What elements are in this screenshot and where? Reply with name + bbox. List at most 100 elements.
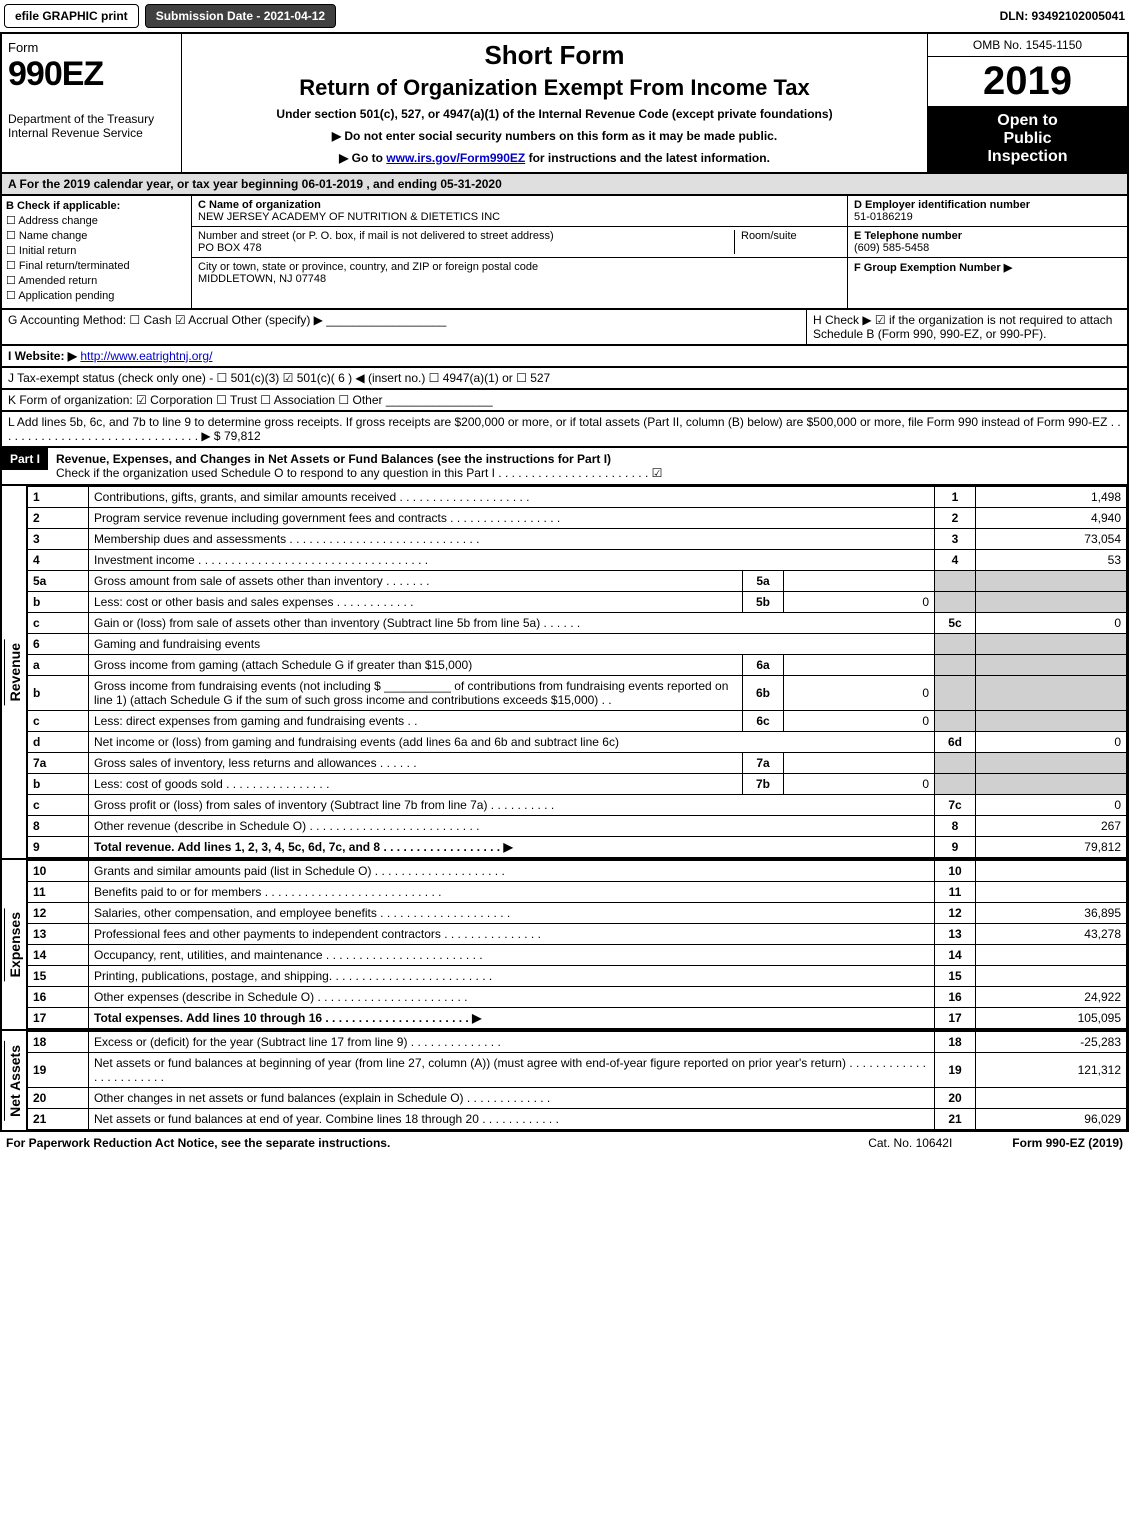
l6b-amt xyxy=(976,676,1127,711)
l5a-mid: 5a xyxy=(743,571,784,592)
l6b-mval: 0 xyxy=(784,676,935,711)
l21-no: 21 xyxy=(28,1109,89,1130)
e-tel-label: E Telephone number xyxy=(854,230,962,242)
cb-initial-return[interactable]: Initial return xyxy=(6,244,187,257)
l16-desc: Other expenses (describe in Schedule O) … xyxy=(89,987,935,1008)
l10-desc: Grants and similar amounts paid (list in… xyxy=(89,861,935,882)
l17-desc: Total expenses. Add lines 10 through 16 … xyxy=(89,1008,935,1029)
l5c-desc: Gain or (loss) from sale of assets other… xyxy=(89,613,935,634)
arrow-goto: ▶ Go to www.irs.gov/Form990EZ for instru… xyxy=(192,151,917,165)
l4-amt: 53 xyxy=(976,550,1127,571)
netassets-table: 18Excess or (deficit) for the year (Subt… xyxy=(27,1031,1127,1130)
title-short-form: Short Form xyxy=(192,40,917,71)
arrow-ssn-warning: ▶ Do not enter social security numbers o… xyxy=(192,129,917,143)
l7b-no: b xyxy=(28,774,89,795)
l21-amt: 96,029 xyxy=(976,1109,1127,1130)
l5a-ln xyxy=(935,571,976,592)
form-word: Form xyxy=(8,40,175,55)
l5b-amt xyxy=(976,592,1127,613)
row-j-tax-exempt: J Tax-exempt status (check only one) - ☐… xyxy=(0,368,1129,390)
l7b-desc: Less: cost of goods sold . . . . . . . .… xyxy=(89,774,743,795)
l6a-amt xyxy=(976,655,1127,676)
efile-print-button[interactable]: efile GRAPHIC print xyxy=(4,4,139,28)
l3-ln: 3 xyxy=(935,529,976,550)
row-i-website: I Website: ▶ http://www.eatrightnj.org/ xyxy=(0,346,1129,368)
l8-no: 8 xyxy=(28,816,89,837)
l9-amt: 79,812 xyxy=(976,837,1127,858)
l7b-ln xyxy=(935,774,976,795)
cb-address-change[interactable]: Address change xyxy=(6,214,187,227)
l9-no: 9 xyxy=(28,837,89,858)
title-return: Return of Organization Exempt From Incom… xyxy=(192,75,917,101)
l6d-amt: 0 xyxy=(976,732,1127,753)
l7a-amt xyxy=(976,753,1127,774)
part-i-header: Part I Revenue, Expenses, and Changes in… xyxy=(0,448,1129,486)
l17-amt: 105,095 xyxy=(976,1008,1127,1029)
part-i-title: Revenue, Expenses, and Changes in Net As… xyxy=(56,452,1119,466)
c-city-val: MIDDLETOWN, NJ 07748 xyxy=(198,273,326,285)
col-d-ein: D Employer identification number 51-0186… xyxy=(847,196,1127,308)
l7a-mval xyxy=(784,753,935,774)
l4-ln: 4 xyxy=(935,550,976,571)
dln-label: DLN: 93492102005041 xyxy=(1000,9,1125,23)
l13-no: 13 xyxy=(28,924,89,945)
l20-amt xyxy=(976,1088,1127,1109)
l6a-mval xyxy=(784,655,935,676)
l19-desc: Net assets or fund balances at beginning… xyxy=(89,1053,935,1088)
website-link[interactable]: http://www.eatrightnj.org/ xyxy=(80,349,212,363)
d-ein: D Employer identification number 51-0186… xyxy=(848,196,1127,227)
l7c-amt: 0 xyxy=(976,795,1127,816)
tax-year: 2019 xyxy=(928,57,1127,106)
irs-link[interactable]: www.irs.gov/Form990EZ xyxy=(386,151,525,165)
cb-final-return[interactable]: Final return/terminated xyxy=(6,259,187,272)
l6b-desc: Gross income from fundraising events (no… xyxy=(89,676,743,711)
f-group-label: F Group Exemption Number ▶ xyxy=(854,262,1012,274)
l5b-mid: 5b xyxy=(743,592,784,613)
expenses-vlabel: Expenses xyxy=(4,908,25,981)
l14-no: 14 xyxy=(28,945,89,966)
l5a-no: 5a xyxy=(28,571,89,592)
l20-no: 20 xyxy=(28,1088,89,1109)
l7a-no: 7a xyxy=(28,753,89,774)
f-group-exemption: F Group Exemption Number ▶ xyxy=(848,258,1127,308)
revenue-vlabel: Revenue xyxy=(4,639,25,705)
l8-ln: 8 xyxy=(935,816,976,837)
row-l-gross-receipts: L Add lines 5b, 6c, and 7b to line 9 to … xyxy=(0,412,1129,448)
footer-pra: For Paperwork Reduction Act Notice, see … xyxy=(6,1136,390,1150)
l6b-mid: 6b xyxy=(743,676,784,711)
d-ein-val: 51-0186219 xyxy=(854,211,913,223)
submission-date-button[interactable]: Submission Date - 2021-04-12 xyxy=(145,4,336,28)
cb-amended-return[interactable]: Amended return xyxy=(6,274,187,287)
l18-amt: -25,283 xyxy=(976,1032,1127,1053)
revenue-vlabel-wrap: Revenue xyxy=(2,486,27,858)
l6d-ln: 6d xyxy=(935,732,976,753)
l16-ln: 16 xyxy=(935,987,976,1008)
l15-desc: Printing, publications, postage, and shi… xyxy=(89,966,935,987)
l18-no: 18 xyxy=(28,1032,89,1053)
netassets-section: Net Assets 18Excess or (deficit) for the… xyxy=(0,1031,1129,1132)
l12-desc: Salaries, other compensation, and employ… xyxy=(89,903,935,924)
c-street-val: PO BOX 478 xyxy=(198,242,262,254)
l6d-desc: Net income or (loss) from gaming and fun… xyxy=(89,732,935,753)
part-i-title-wrap: Revenue, Expenses, and Changes in Net As… xyxy=(48,448,1127,484)
l5b-ln xyxy=(935,592,976,613)
l7b-mid: 7b xyxy=(743,774,784,795)
l6c-ln xyxy=(935,711,976,732)
revenue-table: 1Contributions, gifts, grants, and simil… xyxy=(27,486,1127,858)
cb-application-pending[interactable]: Application pending xyxy=(6,289,187,302)
title-cell: Short Form Return of Organization Exempt… xyxy=(182,34,927,172)
cb-name-change[interactable]: Name change xyxy=(6,229,187,242)
l16-amt: 24,922 xyxy=(976,987,1127,1008)
l2-amt: 4,940 xyxy=(976,508,1127,529)
l8-desc: Other revenue (describe in Schedule O) .… xyxy=(89,816,935,837)
l11-desc: Benefits paid to or for members . . . . … xyxy=(89,882,935,903)
l5b-desc: Less: cost or other basis and sales expe… xyxy=(89,592,743,613)
dept-treasury: Department of the Treasury xyxy=(8,112,175,126)
l12-amt: 36,895 xyxy=(976,903,1127,924)
l6a-ln xyxy=(935,655,976,676)
l9-ln: 9 xyxy=(935,837,976,858)
l19-amt: 121,312 xyxy=(976,1053,1127,1088)
l10-no: 10 xyxy=(28,861,89,882)
l2-desc: Program service revenue including govern… xyxy=(89,508,935,529)
l13-ln: 13 xyxy=(935,924,976,945)
